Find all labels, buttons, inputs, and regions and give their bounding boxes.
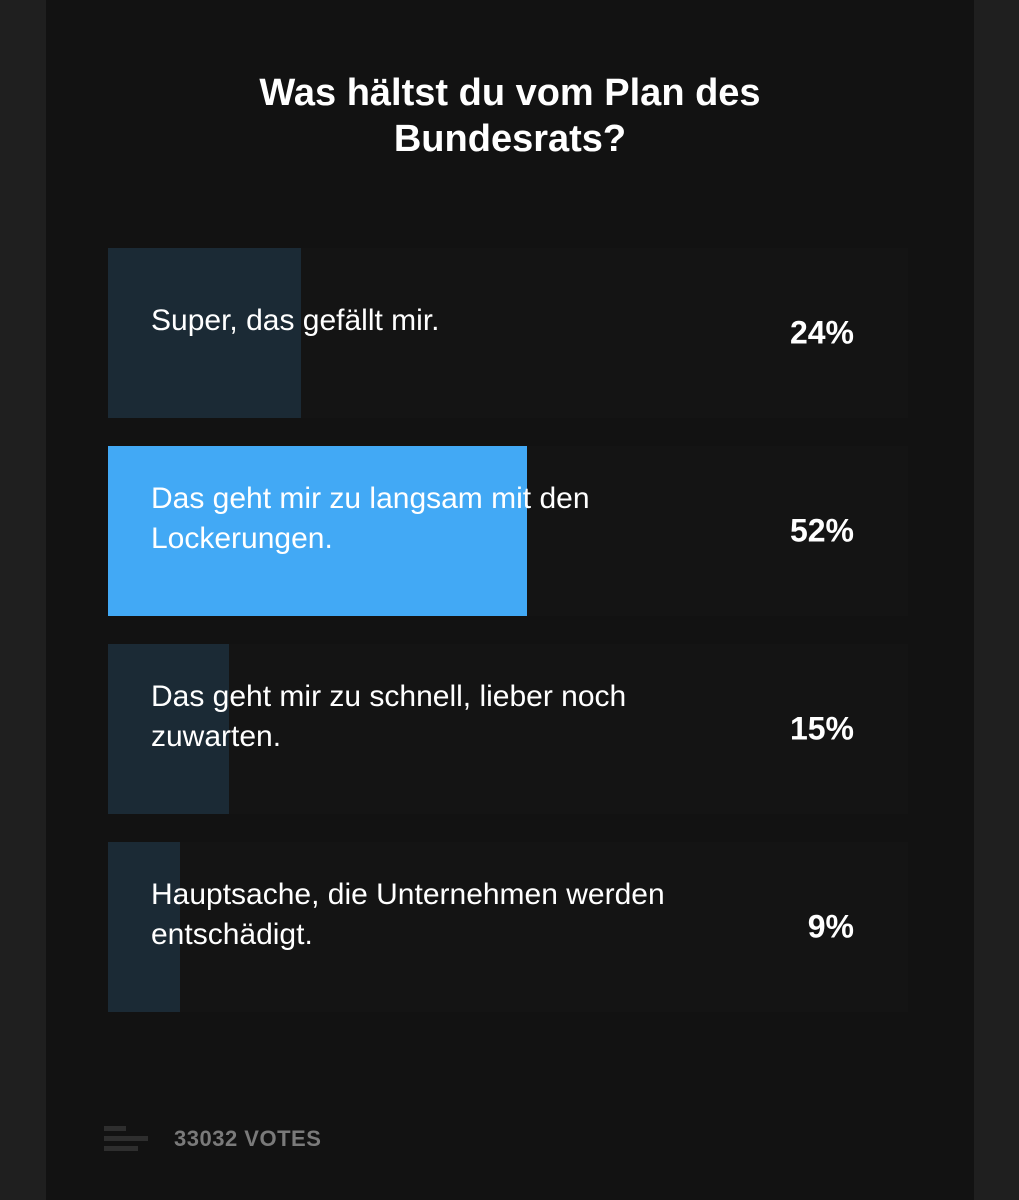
poll-option-result-bar <box>108 842 181 1012</box>
poll-option-label: Super, das gefällt mir. <box>151 304 440 337</box>
poll-option-result-bar <box>108 248 302 418</box>
poll-option-percent: 52% <box>789 512 854 549</box>
poll-question-line-2: Bundesrats? <box>393 118 627 160</box>
votes-count: 33032 VOTES <box>174 1126 322 1151</box>
poll-question: Was hältst du vom Plan des Bundesrats? <box>46 70 974 162</box>
poll-option-percent: 9% <box>807 908 854 945</box>
poll-question-line-1: Was hältst du vom Plan des <box>259 72 761 114</box>
poll-option-label: Das geht mir zu langsam mit den Lockerun… <box>151 482 590 555</box>
poll-options: Super, das gefällt mir. 24% Das geht mir… <box>108 248 908 1040</box>
poll-panel: Was hältst du vom Plan des Bundesrats? S… <box>46 0 974 1200</box>
poll-option-result-bar <box>108 644 229 814</box>
poll-option-4[interactable]: Hauptsache, die Unternehmen werden entsc… <box>108 842 908 1012</box>
poll-option-label: Das geht mir zu schnell, lieber noch zuw… <box>151 680 627 753</box>
poll-option-result-bar <box>108 446 527 616</box>
poll-footer: 33032 VOTES <box>104 1122 321 1156</box>
poll-option-percent: 15% <box>789 710 854 747</box>
poll-option-1[interactable]: Super, das gefällt mir. 24% <box>108 248 908 418</box>
poll-option-3[interactable]: Das geht mir zu schnell, lieber noch zuw… <box>108 644 908 814</box>
poll-option-label: Hauptsache, die Unternehmen werden entsc… <box>151 878 665 951</box>
bar-chart-icon <box>104 1124 148 1154</box>
poll-option-2[interactable]: Das geht mir zu langsam mit den Lockerun… <box>108 446 908 616</box>
poll-option-percent: 24% <box>789 314 854 351</box>
